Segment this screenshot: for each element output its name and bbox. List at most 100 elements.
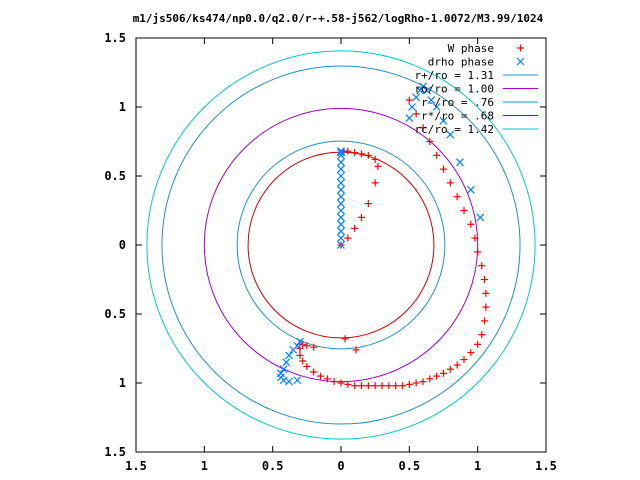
x-tick-labels: 1.5 1 0.5 0 0.5 1 1.5: [125, 459, 557, 473]
marker-stroke: [337, 165, 345, 174]
marker-stroke: [282, 358, 291, 367]
drho-phase-point: [337, 220, 345, 229]
w-phase-point: [412, 379, 420, 387]
legend-marker: [516, 57, 525, 66]
drho-phase-point: [289, 345, 298, 354]
w-phase-point: [351, 382, 359, 390]
marker-stroke: [427, 96, 436, 105]
marker-stroke: [337, 192, 345, 201]
marker-stroke: [466, 185, 475, 194]
drho-phase-point: [337, 147, 345, 156]
drho-phase-point: [446, 130, 455, 139]
drho-phase-point: [293, 376, 302, 385]
w-phase-point: [351, 224, 359, 232]
w-phase-point: [344, 234, 352, 242]
w-phase-point: [478, 262, 486, 270]
drho-phase-point: [337, 165, 345, 174]
w-phase-point: [440, 165, 447, 173]
w-phase-point: [358, 150, 365, 158]
w-phase-point: [460, 207, 468, 214]
marker-stroke: [423, 86, 432, 95]
y-tick-label: 0: [119, 238, 126, 252]
w-phase-point: [467, 220, 475, 228]
w-phase-point: [385, 382, 393, 390]
w-phase-point: [303, 362, 311, 370]
w-phase-point: [453, 361, 461, 369]
x-tick-label: 1: [474, 459, 481, 473]
reference-circle: [146, 50, 536, 440]
drho-phase-point: [476, 213, 485, 222]
drho-phase-point: [337, 148, 345, 157]
w-phase-point: [392, 382, 400, 390]
marker-stroke: [432, 103, 441, 111]
y-tick-labels: 1.5 1 0.5 0 0.5 1 1.5: [104, 31, 126, 459]
marker-stroke: [289, 345, 298, 354]
w-phase-point: [405, 96, 413, 104]
w-phase-point: [358, 382, 365, 390]
x-tick-label: 1: [201, 459, 208, 473]
drho-phase-point: [455, 158, 464, 167]
drho-phase-point: [337, 241, 345, 249]
w-phase-point: [364, 151, 372, 159]
w-phase-point: [351, 149, 359, 157]
data-points: [276, 82, 490, 390]
marker-stroke: [405, 114, 414, 122]
w-phase-point: [303, 342, 311, 350]
w-phase-point: [352, 346, 360, 354]
w-phase-point: [426, 375, 434, 383]
drho-phase-point: [337, 199, 345, 208]
marker-stroke: [337, 206, 345, 215]
marker-stroke: [337, 147, 345, 156]
drho-phase-point: [337, 185, 345, 194]
drho-phase-point: [405, 114, 414, 122]
drho-phase-point: [337, 178, 345, 187]
drho-phase-point: [466, 185, 475, 194]
marker-stroke: [412, 93, 421, 102]
drho-phase-point: [337, 206, 345, 215]
w-phase-point: [474, 248, 482, 256]
w-phase-point: [474, 340, 482, 348]
x-tick-label: 1.5: [535, 459, 557, 473]
marker-stroke: [337, 199, 345, 208]
marker-stroke: [439, 116, 448, 125]
marker-stroke: [516, 57, 525, 66]
w-phase-point: [478, 331, 486, 339]
w-phase-point: [453, 193, 461, 201]
w-phase-point: [405, 380, 413, 388]
w-phase-point: [299, 357, 307, 365]
drho-phase-point: [416, 86, 425, 95]
marker-stroke: [285, 351, 293, 360]
marker-stroke: [337, 227, 345, 236]
y-tick-label: 1.5: [104, 445, 126, 459]
w-phase-point: [482, 289, 490, 297]
marker-stroke: [337, 148, 345, 157]
w-phase-point: [471, 234, 479, 242]
legend-label: ro/ro = 1.00: [415, 83, 494, 96]
marker-stroke: [337, 220, 345, 229]
y-tick-label: 1.5: [104, 31, 126, 45]
y-tick-label: 0.5: [104, 307, 126, 321]
w-phase-point: [378, 382, 386, 390]
w-phase-point: [296, 351, 304, 359]
drho-phase-point: [408, 103, 416, 111]
w-phase-point: [419, 378, 427, 386]
marker-stroke: [408, 103, 416, 111]
marker-stroke: [285, 377, 293, 386]
y-tick-label: 0.5: [104, 169, 126, 183]
drho-phase-point: [337, 172, 345, 180]
w-phase-point: [446, 179, 454, 187]
drho-phase-point: [423, 86, 432, 95]
w-phase-point: [374, 162, 382, 170]
w-phase-point: [337, 379, 345, 387]
marker-stroke: [337, 158, 345, 167]
y-tick-label: 1: [119, 376, 126, 390]
w-phase-point: [467, 349, 475, 357]
drho-phase-point: [337, 192, 345, 201]
marker-stroke: [419, 82, 427, 91]
legend-label: rc/ro = 1.42: [415, 123, 494, 136]
w-phase-point: [364, 382, 372, 390]
reference-circles: [146, 50, 536, 440]
drho-phase-point: [337, 158, 345, 167]
x-tick-label: 0: [337, 459, 344, 473]
